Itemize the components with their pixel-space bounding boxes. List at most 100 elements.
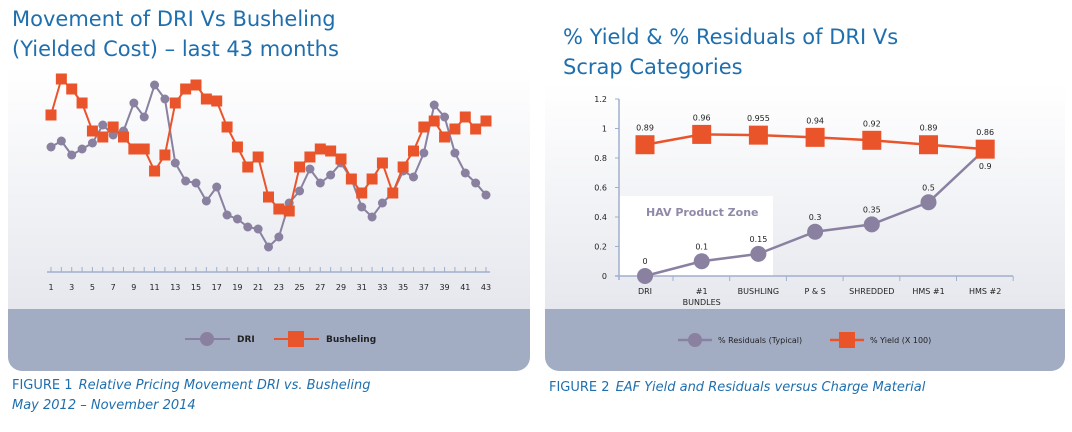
- left-title-line2: (Yielded Cost) – last 43 months: [12, 37, 339, 61]
- data-point-busheling: [252, 151, 264, 163]
- left-title-line1: Movement of DRI Vs Busheling: [12, 7, 336, 31]
- legend-band: [545, 309, 1065, 371]
- data-point-busheling: [449, 123, 461, 135]
- data-point-busheling: [242, 161, 254, 173]
- data-point-dri: [253, 224, 263, 234]
- data-point-dri: [409, 172, 418, 182]
- x-tick-label: 13: [170, 283, 180, 292]
- x-tick-label: BUNDLES: [683, 298, 721, 307]
- data-point: [975, 139, 995, 159]
- data-point-dri: [160, 94, 170, 104]
- data-point-dri: [377, 198, 387, 208]
- data-point-dri: [264, 242, 273, 252]
- data-point-busheling: [314, 143, 326, 155]
- x-tick-label: 37: [419, 283, 429, 292]
- data-label: 0.35: [863, 205, 881, 214]
- x-tick-label: BUSHLING: [738, 287, 779, 296]
- data-point-busheling: [376, 157, 388, 169]
- data-point-dri: [77, 144, 87, 154]
- data-point-dri: [429, 100, 439, 110]
- data-point-dri: [191, 178, 201, 188]
- data-label: 0.9: [979, 162, 992, 171]
- data-point-busheling: [387, 187, 399, 199]
- data-point: [863, 216, 880, 233]
- data-point-busheling: [231, 141, 243, 153]
- x-tick-label: 7: [111, 283, 116, 292]
- data-point-busheling: [138, 143, 150, 155]
- y-tick-label: 0: [602, 272, 607, 281]
- data-point: [693, 253, 710, 270]
- data-point-dri: [181, 176, 191, 186]
- data-point-busheling: [97, 131, 109, 143]
- data-label: 0.955: [747, 114, 770, 123]
- data-label: 0.92: [863, 119, 881, 128]
- data-point: [805, 127, 825, 147]
- data-point-busheling: [418, 121, 430, 133]
- data-point-busheling: [128, 143, 140, 155]
- data-point-dri: [450, 148, 460, 158]
- legend-label: Busheling: [326, 335, 376, 345]
- data-point-dri: [56, 136, 66, 146]
- x-tick-label: 19: [232, 283, 242, 292]
- x-tick-label: SHREDDED: [849, 287, 894, 296]
- data-point-busheling: [439, 131, 451, 143]
- data-label: 0.89: [636, 124, 654, 133]
- data-point: [750, 245, 767, 262]
- right-caption: FIGURE 2 EAF Yield and Residuals versus C…: [549, 378, 925, 398]
- left-chart-panel: [8, 66, 530, 371]
- data-point-busheling: [335, 153, 347, 165]
- figure-1-label: FIGURE 1: [12, 378, 73, 393]
- data-point-busheling: [480, 115, 492, 127]
- x-tick-label: 43: [481, 283, 491, 292]
- data-point-busheling: [200, 93, 212, 105]
- data-point-busheling: [356, 187, 368, 199]
- data-point-busheling: [180, 83, 192, 95]
- data-point-dri: [326, 170, 336, 180]
- x-tick-label: HMS #2: [969, 287, 1001, 296]
- data-point-busheling: [190, 79, 202, 91]
- legend-band: [8, 309, 530, 371]
- data-point-dri: [243, 222, 253, 232]
- data-point: [635, 135, 655, 155]
- x-tick-label: 33: [377, 283, 387, 292]
- right-title-line2: Scrap Categories: [563, 55, 743, 79]
- data-point-dri: [295, 186, 305, 196]
- data-point-busheling: [408, 145, 419, 157]
- data-label: 0.15: [749, 235, 767, 244]
- x-tick-label: 21: [253, 283, 263, 292]
- data-point-dri: [222, 210, 232, 220]
- data-point: [748, 125, 768, 145]
- y-tick-label: 0.2: [594, 243, 607, 252]
- x-tick-label: DRI: [638, 287, 652, 296]
- x-tick-label: 27: [315, 283, 325, 292]
- data-point-busheling: [55, 73, 67, 85]
- data-point-busheling: [86, 125, 98, 137]
- x-tick-label: 31: [357, 283, 367, 292]
- legend-marker: [839, 332, 855, 348]
- data-point-dri: [139, 112, 149, 122]
- hav-zone-label: HAV Product Zone: [646, 206, 759, 219]
- data-point-busheling: [397, 161, 409, 173]
- y-tick-label: 0.6: [594, 184, 607, 193]
- data-point-dri: [274, 232, 284, 242]
- data-point-busheling: [470, 123, 482, 135]
- data-point-dri: [129, 98, 139, 108]
- data-point-dri: [440, 112, 450, 122]
- data-label: 0.3: [809, 213, 822, 222]
- data-point: [920, 194, 937, 211]
- data-point-dri: [357, 202, 367, 212]
- y-tick-label: 1: [602, 125, 607, 134]
- series-line-busheling: [50, 77, 487, 213]
- data-point-dri: [315, 178, 325, 188]
- data-point-busheling: [66, 83, 78, 95]
- legend-marker: [200, 332, 214, 346]
- right-title-line1: % Yield & % Residuals of DRI Vs: [563, 25, 899, 49]
- data-point-dri: [150, 80, 160, 90]
- x-tick-label: 5: [90, 283, 95, 292]
- x-tick-label: 29: [336, 283, 346, 292]
- data-point-dri: [46, 142, 56, 152]
- x-tick-label: #1: [696, 287, 708, 296]
- data-point-busheling: [45, 109, 57, 121]
- data-point-busheling: [107, 121, 119, 133]
